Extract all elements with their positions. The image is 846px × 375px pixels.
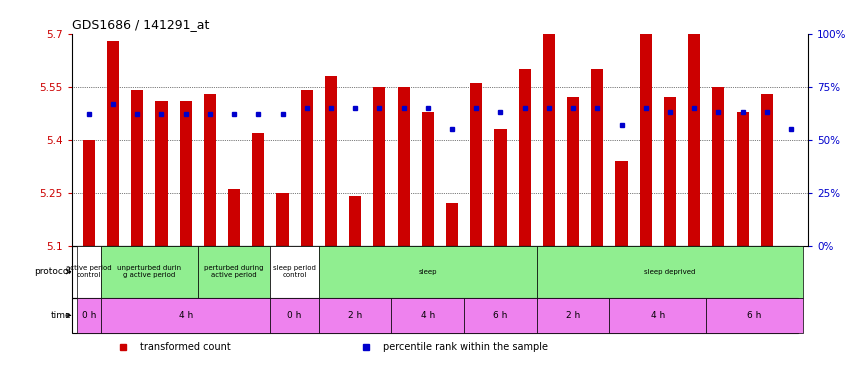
Bar: [470, 83, 482, 246]
Text: 4 h: 4 h: [651, 311, 665, 320]
Text: 2 h: 2 h: [566, 311, 580, 320]
Text: 4 h: 4 h: [420, 311, 435, 320]
FancyBboxPatch shape: [198, 246, 271, 298]
Text: 6 h: 6 h: [493, 311, 508, 320]
Text: 0 h: 0 h: [82, 311, 96, 320]
Text: sleep: sleep: [419, 269, 437, 275]
Bar: [349, 196, 361, 246]
FancyBboxPatch shape: [319, 246, 536, 298]
Text: active period
control: active period control: [66, 266, 112, 278]
FancyBboxPatch shape: [536, 246, 803, 298]
Bar: [591, 69, 603, 246]
Bar: [712, 87, 724, 246]
Bar: [615, 161, 628, 246]
Bar: [107, 41, 119, 246]
Text: 6 h: 6 h: [748, 311, 762, 320]
Bar: [761, 94, 773, 246]
Text: protocol: protocol: [35, 267, 71, 276]
Bar: [300, 90, 313, 246]
FancyBboxPatch shape: [392, 298, 464, 333]
Text: perturbed during
active period: perturbed during active period: [205, 266, 264, 278]
Bar: [398, 87, 409, 246]
Text: 2 h: 2 h: [348, 311, 362, 320]
Bar: [325, 76, 337, 246]
Bar: [83, 140, 95, 246]
FancyBboxPatch shape: [77, 298, 101, 333]
Text: unperturbed durin
g active period: unperturbed durin g active period: [118, 266, 181, 278]
Text: 0 h: 0 h: [288, 311, 302, 320]
FancyBboxPatch shape: [101, 298, 271, 333]
Text: sleep deprived: sleep deprived: [645, 269, 695, 275]
Bar: [543, 20, 555, 246]
Text: GDS1686 / 141291_at: GDS1686 / 141291_at: [72, 18, 209, 31]
Bar: [277, 193, 288, 246]
FancyBboxPatch shape: [609, 298, 706, 333]
FancyBboxPatch shape: [77, 246, 101, 298]
Bar: [373, 87, 386, 246]
Bar: [664, 98, 676, 246]
Bar: [156, 101, 168, 246]
Text: 4 h: 4 h: [179, 311, 193, 320]
FancyBboxPatch shape: [101, 246, 198, 298]
Bar: [494, 129, 507, 246]
Text: percentile rank within the sample: percentile rank within the sample: [382, 342, 547, 352]
FancyBboxPatch shape: [536, 298, 609, 333]
Bar: [737, 111, 749, 246]
Bar: [567, 98, 580, 246]
FancyBboxPatch shape: [706, 298, 803, 333]
Bar: [204, 94, 216, 246]
Bar: [446, 204, 458, 246]
Text: transformed count: transformed count: [140, 342, 230, 352]
Bar: [688, 0, 700, 246]
FancyBboxPatch shape: [271, 298, 319, 333]
Bar: [422, 111, 434, 246]
Bar: [228, 189, 240, 246]
Bar: [519, 69, 530, 246]
Text: time: time: [51, 311, 71, 320]
FancyBboxPatch shape: [319, 298, 392, 333]
Text: sleep period
control: sleep period control: [273, 266, 316, 278]
Bar: [640, 20, 651, 246]
FancyBboxPatch shape: [271, 246, 319, 298]
Bar: [179, 101, 192, 246]
FancyBboxPatch shape: [464, 298, 536, 333]
Bar: [252, 133, 265, 246]
Bar: [131, 90, 143, 246]
